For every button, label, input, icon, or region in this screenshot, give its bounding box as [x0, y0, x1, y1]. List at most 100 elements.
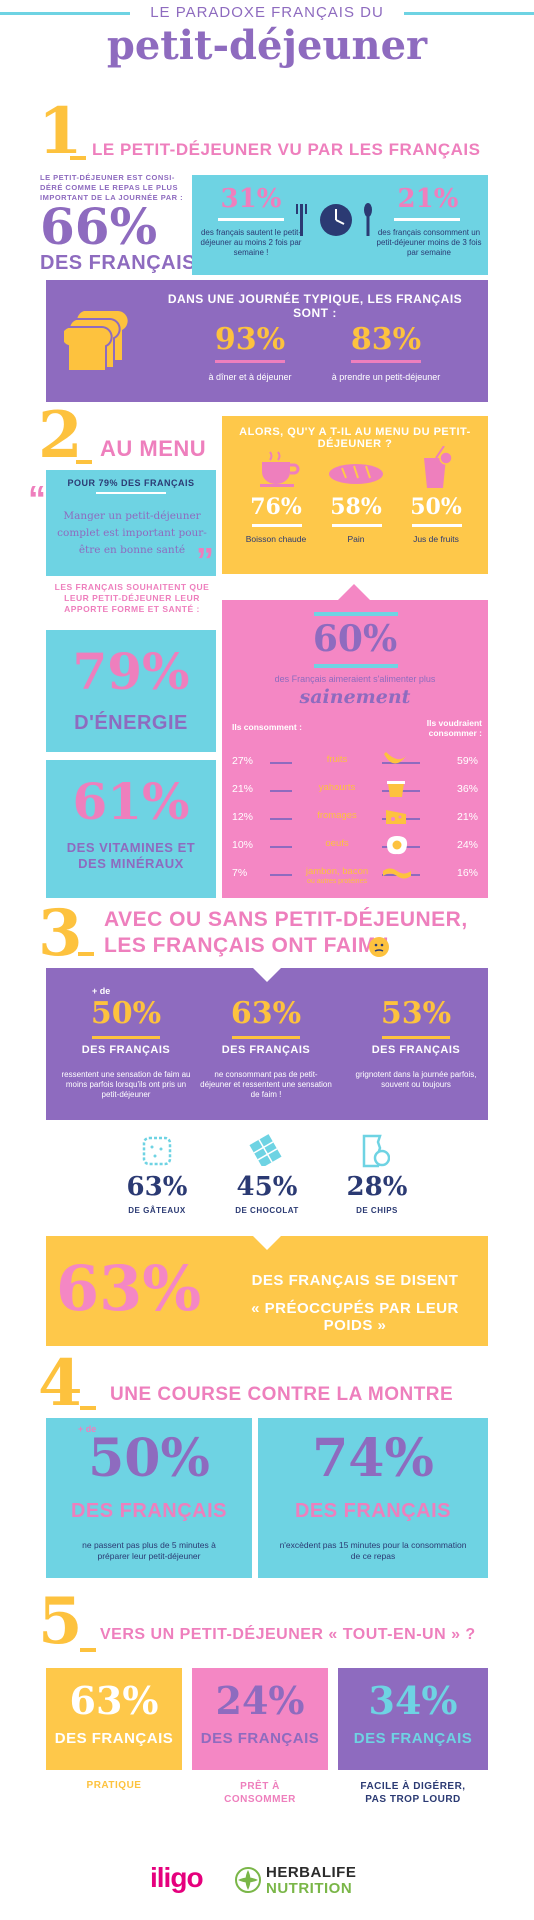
time-b-box: [258, 1418, 488, 1578]
typical-2-pct: 83%: [350, 322, 422, 357]
energy-box: [46, 630, 216, 752]
energy-label: D'ÉNERGIE: [74, 712, 188, 734]
chips-icon: [360, 1134, 391, 1168]
weight-box-notch: [253, 1236, 281, 1250]
typical-2-rule: [351, 360, 421, 363]
herbalife-logo-line1: HERBALIFE: [266, 1864, 357, 1881]
healthy-pct: 60%: [312, 618, 398, 660]
section-4-dash: [80, 1406, 96, 1410]
header-line-left: [0, 12, 130, 15]
hunger-1-pct: 50%: [90, 996, 162, 1031]
section-1-intro: LE PETIT-DÉJEUNER EST CONSI-DÉRÉ COMME L…: [40, 173, 184, 202]
stat-a-text: des français sautent le petit-déjeuner a…: [200, 228, 302, 257]
typical-2-text: à prendre un petit-déjeuner: [331, 372, 441, 382]
menu-1-rule: [252, 524, 302, 527]
allinone-2-box: [192, 1668, 328, 1770]
food-row: 7% jambon, bacon ou autres protéines 16%: [222, 864, 488, 890]
col-right-label: Ils voudraient consommer :: [426, 718, 482, 738]
typical-1-rule: [215, 360, 285, 363]
hunger-prefix: + de: [92, 986, 111, 996]
banana-icon: [382, 750, 408, 770]
section-2-dash: [76, 460, 92, 464]
hunger-2-text: ne consommant pas de petit-déjeuner et r…: [200, 1070, 332, 1099]
healthy-word: sainement: [299, 686, 411, 708]
typical-1-text: à dîner et à déjeuner: [208, 372, 292, 382]
snack-3-pct: 28%: [346, 1172, 408, 1202]
vitamins-label: DES VITAMINES ET DES MINÉRAUX: [66, 840, 196, 871]
food-row: 21% yahourts 36%: [222, 780, 488, 800]
section-4-title: UNE COURSE CONTRE LA MONTRE: [110, 1384, 454, 1405]
food-now: 7%: [232, 867, 248, 879]
section-5-title: VERS UN PETIT-DÉJEUNER « TOUT-EN-UN » ?: [100, 1626, 476, 1643]
section-1-big-pct: 66%: [40, 197, 158, 256]
hunger-3-rule: [382, 1036, 450, 1039]
hunger-2-pct: 63%: [230, 996, 302, 1031]
food-now: 12%: [232, 811, 254, 823]
food-now: 21%: [232, 783, 254, 795]
menu-box: [222, 416, 488, 574]
menu-2-label: Pain: [347, 534, 365, 544]
hunger-3-pct: 53%: [380, 996, 452, 1031]
stat-a-rule: [218, 218, 284, 221]
healthy-box-notch: [338, 584, 370, 600]
time-a-text: ne passent pas plus de 5 minutes à prépa…: [82, 1540, 216, 1561]
food-want: 21%: [456, 811, 478, 823]
allinone-3-pct: 34%: [368, 1678, 458, 1723]
quote-head-rule: [96, 492, 166, 494]
typical-title: DANS UNE JOURNÉE TYPIQUE, LES FRANÇAIS S…: [167, 292, 463, 320]
weight-line1: DES FRANÇAIS SE DISENT: [251, 1272, 459, 1289]
section-3-title-line2: LES FRANÇAIS ONT FAIM !: [104, 934, 390, 957]
menu-3-label: Jus de fruits: [413, 534, 459, 544]
page-title: petit-déjeuner: [106, 22, 428, 69]
food-now: 27%: [232, 755, 254, 767]
allinone-3-label: DES FRANÇAIS: [353, 1730, 473, 1747]
time-b-pct: 74%: [312, 1428, 434, 1489]
quote-box: [46, 470, 216, 576]
healthy-text: des Français aimeraient s'alimenter plus: [274, 674, 436, 684]
section-1-title: LE PETIT-DÉJEUNER VU PAR LES FRANÇAIS: [92, 140, 481, 159]
food-row: 12% fromages 21%: [222, 808, 488, 828]
menu-1-label: Boisson chaude: [245, 534, 307, 544]
egg-icon: [384, 834, 410, 856]
typical-1-pct: 93%: [214, 322, 286, 357]
time-b-label: DES FRANÇAIS: [294, 1500, 451, 1522]
section-1-big-label: DES FRANÇAIS: [40, 252, 197, 274]
wish-intro: LES FRANÇAIS SOUHAITENT QUE LEUR PETIT-D…: [54, 582, 210, 614]
toast-icon: [60, 305, 132, 373]
time-a-label: DES FRANÇAIS: [70, 1500, 227, 1522]
section-3-number: 3: [38, 896, 83, 971]
quote-head: POUR 79% DES FRANÇAIS: [67, 478, 195, 488]
time-a-box: [46, 1418, 252, 1578]
allinone-1-pct: 63%: [69, 1678, 159, 1723]
bread-icon: [328, 462, 384, 486]
allinone-2-label: DES FRANÇAIS: [200, 1730, 320, 1747]
food-want: 36%: [456, 783, 478, 795]
weight-box: [46, 1236, 488, 1346]
hunger-1-text: ressentent une sensation de faim au moin…: [61, 1070, 191, 1099]
snack-2-label: DE CHOCOLAT: [235, 1206, 299, 1215]
food-row: 27% fruits 59%: [222, 752, 488, 772]
coffee-cup-icon: [258, 450, 300, 490]
weight-line2: « PRÉOCCUPÉS PAR LEUR POIDS »: [251, 1300, 459, 1334]
food-name: oeufs: [292, 838, 382, 849]
time-b-text: n'excèdent pas 15 minutes pour la consom…: [279, 1540, 467, 1561]
food-want: 16%: [456, 867, 478, 879]
section-3-title-line1: AVEC OU SANS PETIT-DÉJEUNER,: [104, 908, 468, 931]
time-a-pct: 50%: [88, 1428, 210, 1489]
herbalife-logo-line2: NUTRITION: [266, 1880, 353, 1897]
hunger-2-label: DES FRANÇAIS: [221, 1044, 311, 1056]
juice-glass-icon: [418, 445, 454, 490]
section-2-number: 2: [38, 398, 83, 473]
bacon-icon: [382, 866, 412, 879]
snack-1-pct: 63%: [126, 1172, 188, 1202]
section-1-dash: [70, 156, 86, 160]
food-name: yahourts: [292, 782, 382, 793]
hunger-box: [46, 968, 488, 1120]
vitamins-pct: 61%: [72, 772, 190, 831]
hunger-3-text: grignotent dans la journée parfois, souv…: [355, 1070, 477, 1089]
stat-b-text: des français consomment un petit-déjeune…: [376, 228, 482, 257]
food-want: 24%: [456, 839, 478, 851]
hunger-box-notch: [253, 968, 281, 982]
allinone-3-box: [338, 1668, 488, 1770]
smiley-icon: [368, 936, 390, 958]
